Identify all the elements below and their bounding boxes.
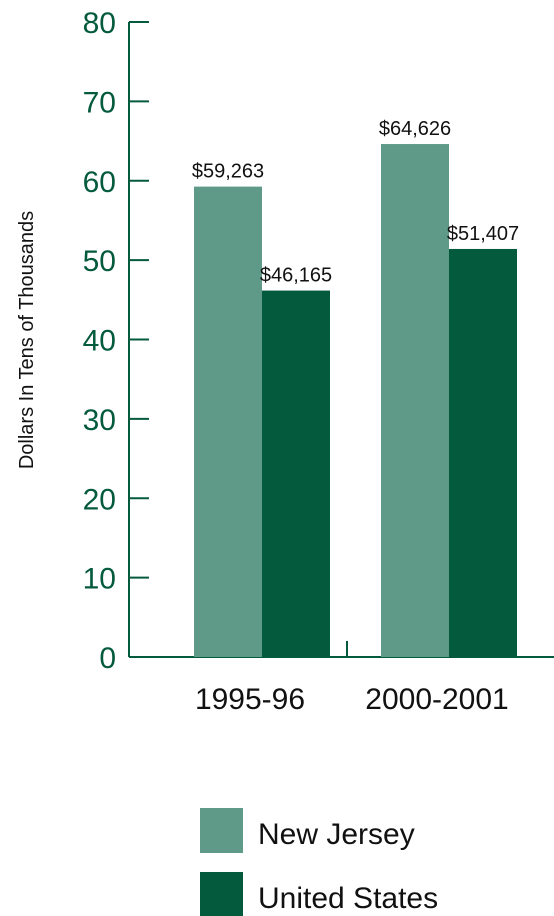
bar [449, 248, 517, 657]
x-tick-label: 2000-2001 [365, 683, 508, 716]
data-label: $59,263 [192, 161, 264, 183]
legend-label: New Jersey [258, 818, 415, 851]
legend-label: United States [258, 882, 438, 915]
y-tick-label: 30 [83, 404, 116, 437]
legend-swatch [200, 872, 243, 916]
bar [381, 144, 449, 657]
y-tick-label: 50 [83, 245, 116, 278]
legend: New Jersey United States [200, 808, 438, 916]
value-labels: $59,263 $46,165 $64,626 $51,407 [192, 118, 519, 287]
x-tick-label: 1995-96 [195, 683, 305, 716]
y-tick-label: 60 [83, 166, 116, 199]
y-tick-label: 70 [83, 86, 116, 119]
data-label: $64,626 [379, 118, 451, 140]
y-tick-label: 40 [83, 325, 116, 358]
y-tick-label: 20 [83, 483, 116, 516]
legend-swatch [200, 808, 243, 853]
data-label: $51,407 [447, 223, 519, 245]
y-axis-label: Dollars In Tens of Thousands [16, 211, 38, 469]
y-tick-label: 10 [83, 563, 116, 596]
bars [194, 144, 517, 657]
bar [262, 290, 330, 657]
x-tick-labels: 1995-96 2000-2001 [195, 683, 509, 716]
data-label: $46,165 [260, 265, 332, 287]
bar [194, 186, 262, 657]
y-tick-labels: 0 10 20 30 40 50 60 70 80 [83, 7, 116, 675]
y-tick-label: 0 [99, 642, 116, 675]
y-tick-label: 80 [83, 7, 116, 40]
